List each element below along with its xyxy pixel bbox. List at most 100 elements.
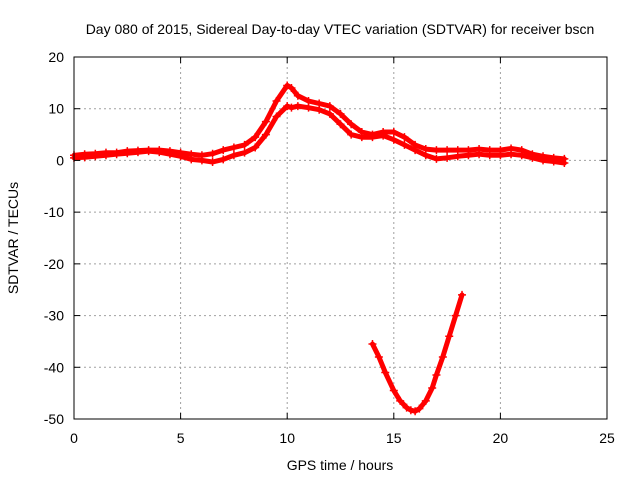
series-line-lower-band xyxy=(71,103,567,166)
data-point xyxy=(287,84,296,93)
y-tick-label: -50 xyxy=(44,411,64,427)
data-point xyxy=(251,143,260,152)
data-point xyxy=(432,154,441,163)
data-point xyxy=(251,133,260,142)
data-point xyxy=(283,102,292,111)
series-dip xyxy=(368,290,467,416)
data-point xyxy=(347,130,356,139)
data-point xyxy=(421,151,430,160)
y-tick-label: -30 xyxy=(44,308,64,324)
x-tick-label: 15 xyxy=(386,430,402,446)
data-point xyxy=(315,105,324,114)
x-tick-label: 20 xyxy=(493,430,509,446)
data-point xyxy=(155,148,164,157)
x-tick-label: 0 xyxy=(70,430,78,446)
y-tick-label: 10 xyxy=(48,101,64,117)
data-point xyxy=(229,143,238,152)
data-point xyxy=(389,386,398,395)
data-point xyxy=(560,159,569,168)
data-point xyxy=(229,151,238,160)
data-point xyxy=(402,403,411,412)
data-point xyxy=(379,131,388,140)
data-point xyxy=(445,332,454,341)
data-point xyxy=(443,146,452,155)
data-point xyxy=(453,152,462,161)
plot-frame xyxy=(73,56,608,420)
series-lower-band xyxy=(70,102,569,168)
data-point xyxy=(347,120,356,129)
data-point xyxy=(293,91,302,100)
data-point xyxy=(432,146,441,155)
x-axis-label: GPS time / hours xyxy=(287,457,394,473)
data-point xyxy=(208,149,217,158)
data-point xyxy=(240,140,249,149)
data-point xyxy=(507,150,516,159)
data-point xyxy=(283,81,292,90)
y-axis-label: SDTVAR / TECUs xyxy=(5,182,21,294)
y-tick-label: 0 xyxy=(56,152,64,168)
data-point xyxy=(368,340,377,349)
data-point xyxy=(272,96,281,105)
data-point xyxy=(91,152,100,161)
data-point xyxy=(396,396,405,405)
data-point xyxy=(421,396,430,405)
data-point xyxy=(261,130,270,139)
data-point xyxy=(325,102,334,111)
y-tick-label: -40 xyxy=(44,359,64,375)
data-point xyxy=(197,156,206,165)
data-point xyxy=(219,146,228,155)
data-point xyxy=(219,155,228,164)
data-point xyxy=(261,117,270,126)
data-point xyxy=(443,153,452,162)
x-tick-label: 5 xyxy=(177,430,185,446)
data-point xyxy=(287,103,296,112)
data-point xyxy=(272,112,281,121)
data-point xyxy=(165,150,174,159)
data-point xyxy=(336,109,345,118)
x-tick-label: 10 xyxy=(279,430,295,446)
data-point xyxy=(400,133,409,142)
data-point xyxy=(325,109,334,118)
y-tick-label: -10 xyxy=(44,204,64,220)
data-point xyxy=(208,157,217,166)
data-point xyxy=(374,352,383,361)
series-line-dip xyxy=(370,292,465,414)
grid-layer xyxy=(74,57,607,419)
data-point xyxy=(293,102,302,111)
data-point xyxy=(240,148,249,157)
data-point xyxy=(415,404,424,413)
data-point xyxy=(101,151,110,160)
data-point xyxy=(549,157,558,166)
series-line-upper-band xyxy=(71,82,567,162)
data-point xyxy=(458,290,467,299)
data-point xyxy=(485,151,494,160)
data-point xyxy=(528,153,537,162)
data-point xyxy=(176,152,185,161)
data-point xyxy=(438,352,447,361)
tick-layer: 0 5 10 15 20 25 -50 -40 -30 -20 -10 0 10 20 xyxy=(44,49,615,446)
data-point xyxy=(304,96,313,105)
series-layer xyxy=(70,81,569,416)
data-point xyxy=(336,120,345,129)
data-point xyxy=(539,156,548,165)
y-tick-label: -20 xyxy=(44,256,64,272)
data-point xyxy=(368,133,377,142)
data-point xyxy=(432,371,441,380)
data-point xyxy=(144,147,153,156)
data-point xyxy=(475,150,484,159)
data-point xyxy=(496,151,505,160)
data-point xyxy=(381,368,390,377)
data-point xyxy=(517,151,526,160)
chart-title: Day 080 of 2015, Sidereal Day-to-day VTE… xyxy=(86,21,595,37)
data-point xyxy=(451,311,460,320)
data-point xyxy=(411,407,420,416)
x-tick-label: 25 xyxy=(599,430,615,446)
data-point xyxy=(304,103,313,112)
data-point xyxy=(389,135,398,144)
data-point xyxy=(123,149,132,158)
data-point xyxy=(133,148,142,157)
data-point xyxy=(464,151,473,160)
data-point xyxy=(400,140,409,149)
